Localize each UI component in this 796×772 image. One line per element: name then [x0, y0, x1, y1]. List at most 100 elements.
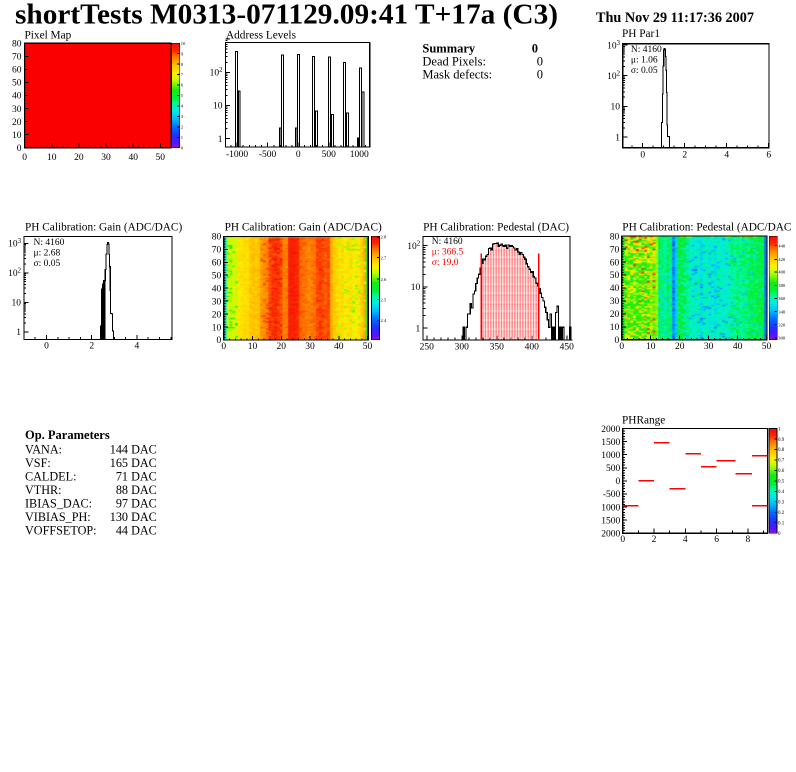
svg-text:440: 440: [778, 243, 786, 248]
svg-text:4: 4: [724, 150, 729, 160]
svg-text:VSF:: VSF:: [25, 456, 51, 470]
svg-text:Pixel Map: Pixel Map: [25, 30, 72, 42]
svg-text:PHRange: PHRange: [622, 415, 665, 427]
svg-text:40: 40: [610, 284, 620, 294]
svg-text:VIBIAS_PH:: VIBIAS_PH:: [25, 510, 91, 524]
svg-text:2: 2: [652, 535, 657, 545]
svg-text:30: 30: [101, 153, 111, 163]
svg-text:50: 50: [12, 79, 22, 89]
svg-text:-500: -500: [603, 490, 621, 500]
svg-text:μ: 2.68: μ: 2.68: [34, 248, 61, 258]
svg-text:0: 0: [44, 342, 49, 352]
svg-text:Dead Pixels:: Dead Pixels:: [422, 54, 486, 68]
svg-text:N: 4160: N: 4160: [34, 238, 65, 248]
svg-text:2.8: 2.8: [381, 235, 387, 240]
svg-text:2: 2: [89, 342, 94, 352]
svg-text:3: 3: [181, 114, 184, 119]
svg-text:1500: 1500: [601, 516, 620, 526]
svg-text:σ: 0.05: σ: 0.05: [34, 259, 61, 269]
svg-text:PH Calibration: Pedestal (ADC/: PH Calibration: Pedestal (ADC/DAC: [622, 222, 791, 234]
svg-text:20: 20: [277, 342, 287, 352]
svg-text:0.4: 0.4: [778, 490, 785, 495]
svg-text:103: 103: [8, 238, 22, 250]
svg-text:0: 0: [778, 532, 781, 537]
svg-text:CALDEL:: CALDEL:: [25, 469, 76, 483]
svg-text:2000: 2000: [601, 425, 620, 435]
svg-text:6: 6: [181, 83, 184, 88]
svg-text:0: 0: [532, 41, 538, 55]
svg-text:1: 1: [778, 427, 781, 432]
svg-text:130 DAC: 130 DAC: [110, 510, 157, 524]
svg-text:10: 10: [646, 342, 656, 352]
svg-text:Thu Nov 29 11:17:36 2007: Thu Nov 29 11:17:36 2007: [596, 10, 754, 26]
svg-text:30: 30: [212, 297, 222, 307]
svg-text:IBIAS_DAC:: IBIAS_DAC:: [25, 497, 92, 511]
svg-text:8: 8: [746, 535, 751, 545]
svg-text:50: 50: [762, 342, 772, 352]
svg-text:10: 10: [181, 41, 186, 46]
svg-text:0.7: 0.7: [778, 459, 785, 464]
svg-text:9: 9: [181, 51, 184, 56]
svg-text:1: 1: [415, 324, 420, 334]
svg-text:30: 30: [610, 297, 620, 307]
svg-text:7: 7: [181, 72, 184, 77]
svg-text:60: 60: [610, 258, 620, 268]
svg-text:2000: 2000: [601, 530, 620, 540]
svg-text:1000: 1000: [601, 503, 620, 513]
svg-text:0.3: 0.3: [778, 501, 785, 506]
svg-text:1: 1: [181, 135, 184, 140]
svg-text:σ: 0.05: σ: 0.05: [631, 66, 658, 76]
svg-text:σ: 19.0: σ: 19.0: [432, 258, 459, 268]
svg-text:20: 20: [212, 310, 222, 320]
svg-text:500: 500: [322, 150, 337, 160]
svg-text:40: 40: [334, 342, 344, 352]
svg-text:0: 0: [296, 150, 301, 160]
svg-text:0.5: 0.5: [778, 480, 785, 485]
svg-text:400: 400: [778, 270, 786, 275]
svg-text:N: 4160: N: 4160: [432, 237, 463, 247]
svg-text:250: 250: [420, 342, 435, 352]
svg-text:0: 0: [614, 336, 619, 346]
svg-text:0.6: 0.6: [778, 469, 785, 474]
svg-text:50: 50: [610, 271, 620, 281]
svg-text:2.5: 2.5: [381, 297, 387, 302]
svg-text:0: 0: [619, 342, 624, 352]
svg-text:44 DAC: 44 DAC: [116, 524, 157, 538]
svg-text:0: 0: [181, 145, 184, 150]
svg-text:10: 10: [611, 103, 621, 113]
svg-text:10: 10: [248, 342, 258, 352]
svg-text:1: 1: [615, 133, 620, 143]
svg-text:shortTests M0313-071129.09:41: shortTests M0313-071129.09:41 T+17a (C3): [15, 0, 558, 31]
svg-text:50: 50: [363, 342, 373, 352]
svg-text:0: 0: [216, 336, 221, 346]
svg-text:N: 4160: N: 4160: [631, 45, 662, 55]
svg-text:8: 8: [181, 62, 184, 67]
svg-text:-500: -500: [259, 150, 277, 160]
svg-text:μ: 1.06: μ: 1.06: [631, 56, 658, 66]
svg-text:μ: 366.5: μ: 366.5: [432, 247, 464, 257]
svg-text:0: 0: [616, 477, 621, 487]
svg-text:0: 0: [640, 150, 645, 160]
svg-text:20: 20: [12, 118, 22, 128]
svg-text:40: 40: [212, 284, 222, 294]
svg-text:300: 300: [455, 342, 470, 352]
svg-text:50: 50: [212, 272, 222, 282]
svg-text:0.1: 0.1: [778, 522, 785, 527]
svg-text:102: 102: [607, 71, 621, 83]
svg-text:20: 20: [610, 310, 620, 320]
svg-text:0.9: 0.9: [778, 438, 785, 443]
svg-text:0: 0: [17, 144, 22, 154]
svg-text:10: 10: [610, 323, 620, 333]
svg-text:60: 60: [212, 259, 222, 269]
svg-text:6: 6: [714, 535, 719, 545]
svg-text:Summary: Summary: [422, 41, 476, 55]
svg-text:80: 80: [12, 40, 22, 50]
svg-text:1000: 1000: [601, 451, 620, 461]
svg-text:0: 0: [537, 54, 543, 68]
svg-text:70: 70: [610, 245, 620, 255]
svg-text:400: 400: [525, 342, 540, 352]
svg-text:10: 10: [411, 283, 421, 293]
svg-text:420: 420: [778, 257, 786, 262]
svg-text:PH Calibration: Gain (ADC/DAC): PH Calibration: Gain (ADC/DAC): [25, 222, 182, 234]
svg-text:360: 360: [778, 296, 786, 301]
